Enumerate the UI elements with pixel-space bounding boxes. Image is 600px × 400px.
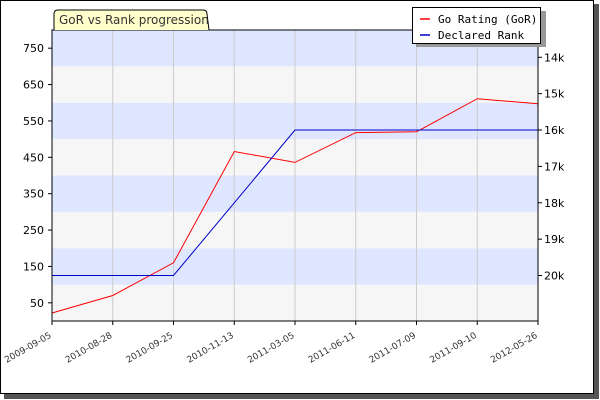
left-y-tick-label: 150 <box>23 260 44 273</box>
series-line-rank <box>52 129 538 276</box>
left-y-tick-label: 450 <box>23 151 44 164</box>
left-y-axis: 750 650 550 450 350 250 150 50 <box>23 42 52 310</box>
left-y-tick-label: 50 <box>30 297 44 310</box>
left-y-tick-label: 250 <box>23 224 44 237</box>
legend-label-gor: Go Rating (GoR) <box>438 13 537 26</box>
series-lines <box>51 98 539 314</box>
left-y-tick-label: 550 <box>23 115 44 128</box>
right-y-tick-label: 14k <box>544 51 565 64</box>
right-y-tick-label: 20k <box>544 270 565 283</box>
right-y-tick-label: 17k <box>544 160 565 173</box>
series-line-gor <box>51 98 539 314</box>
right-y-tick-label: 18k <box>544 197 565 210</box>
left-y-tick-label: 750 <box>23 42 44 55</box>
chart-title-tab: GoR vs Rank progression <box>53 9 210 31</box>
legend-label-rank: Declared Rank <box>438 29 524 42</box>
left-y-tick-label: 650 <box>23 79 44 92</box>
left-y-tick-label: 350 <box>23 188 44 201</box>
right-y-tick-label: 19k <box>544 233 565 246</box>
right-y-tick-label: 16k <box>544 124 565 137</box>
right-y-axis: 14k 15k 16k 17k 18k 19k 20k <box>538 51 565 283</box>
vertical-gridlines <box>112 30 478 321</box>
legend: Go Rating (GoR) Declared Rank <box>412 7 546 47</box>
chart-title: GoR vs Rank progression <box>59 13 209 27</box>
title-tab-shape <box>53 9 210 31</box>
right-y-tick-label: 15k <box>544 88 565 101</box>
legend-box <box>412 7 541 44</box>
